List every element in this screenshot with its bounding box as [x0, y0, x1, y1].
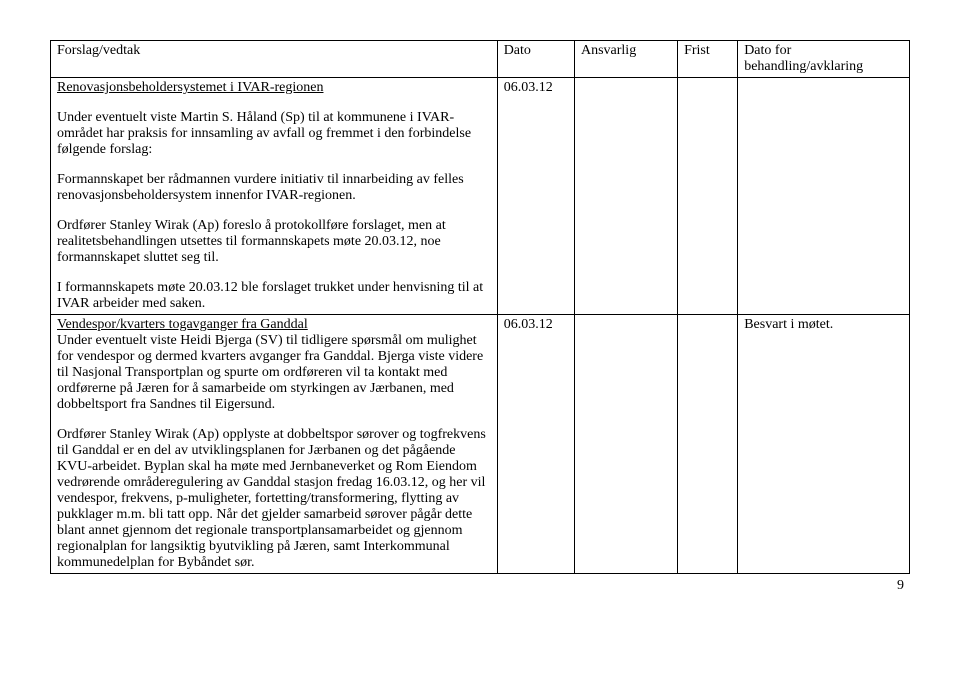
cell-forslag: Vendespor/kvarters togavganger fra Gandd…: [51, 315, 498, 574]
cell-dato: 06.03.12: [497, 78, 574, 315]
row1-p3: Ordfører Stanley Wirak (Ap) foreslo å pr…: [57, 218, 491, 266]
header-forslag: Forslag/vedtak: [51, 41, 498, 78]
row1-p2: Formannskapet ber rådmannen vurdere init…: [57, 172, 491, 204]
header-frist: Frist: [678, 41, 738, 78]
cell-ansvarlig: [574, 78, 677, 315]
table-row: Vendespor/kvarters togavganger fra Gandd…: [51, 315, 910, 574]
header-ansvarlig: Ansvarlig: [574, 41, 677, 78]
row2-p1: Under eventuelt viste Heidi Bjerga (SV) …: [57, 333, 491, 413]
row2-title: Vendespor/kvarters togavganger fra Gandd…: [57, 317, 308, 332]
row2-p2: Ordfører Stanley Wirak (Ap) opplyste at …: [57, 427, 491, 571]
cell-behandling: [738, 78, 910, 315]
header-dato: Dato: [497, 41, 574, 78]
table-header-row: Forslag/vedtak Dato Ansvarlig Frist Dato…: [51, 41, 910, 78]
row1-title: Renovasjonsbeholdersystemet i IVAR-regio…: [57, 80, 323, 95]
page-number: 9: [50, 578, 910, 594]
cell-frist: [678, 315, 738, 574]
row1-p1: Under eventuelt viste Martin S. Håland (…: [57, 110, 491, 158]
header-behandling: Dato for behandling/avklaring: [738, 41, 910, 78]
cell-forslag: Renovasjonsbeholdersystemet i IVAR-regio…: [51, 78, 498, 315]
vedtak-table: Forslag/vedtak Dato Ansvarlig Frist Dato…: [50, 40, 910, 574]
cell-ansvarlig: [574, 315, 677, 574]
cell-frist: [678, 78, 738, 315]
cell-behandling: Besvart i møtet.: [738, 315, 910, 574]
table-row: Renovasjonsbeholdersystemet i IVAR-regio…: [51, 78, 910, 315]
cell-dato: 06.03.12: [497, 315, 574, 574]
row1-p4: I formannskapets møte 20.03.12 ble forsl…: [57, 280, 491, 312]
